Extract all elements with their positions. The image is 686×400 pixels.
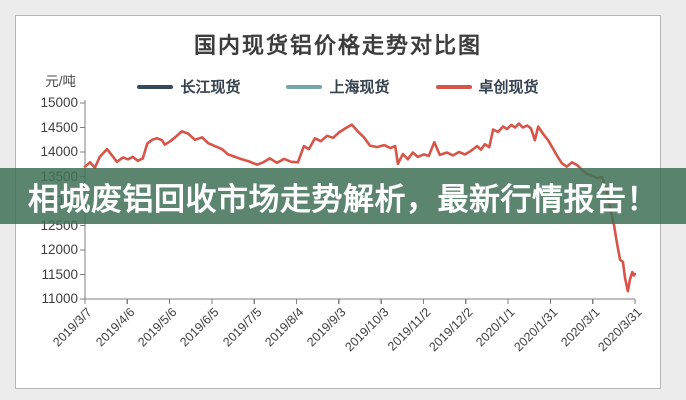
y-tick-label: 14500	[40, 119, 78, 135]
chart-legend: 长江现货 上海现货 卓创现货	[15, 76, 661, 97]
y-tick-label: 12000	[40, 242, 78, 257]
legend-item-zhuochuang: 卓创现货	[435, 76, 539, 97]
zhuochuang-line-swatch-icon	[435, 84, 472, 89]
legend-label-zhuochuang: 卓创现货	[478, 79, 539, 96]
overlay-banner: 相城废铝回收市场走势解析，最新行情报告！	[0, 168, 686, 224]
legend-item-changjiang: 长江现货	[137, 76, 240, 97]
banner-text: 相城废铝回收市场走势解析，最新行情报告！	[28, 181, 658, 217]
chart-title: 国内现货铝价格走势对比图	[193, 33, 482, 58]
legend-label-changjiang: 长江现货	[180, 79, 241, 96]
changjiang-line-swatch-icon	[137, 84, 174, 89]
y-axis-unit-label: 元/吨	[45, 74, 76, 89]
legend-item-shanghai: 上海现货	[286, 76, 390, 97]
y-tick-label: 11000	[41, 291, 78, 306]
legend-label-shanghai: 上海现货	[329, 79, 390, 96]
y-tick-label: 15000	[40, 95, 78, 110]
y-tick-label: 11500	[41, 266, 78, 282]
y-tick-label: 14000	[40, 144, 78, 159]
shanghai-line-swatch-icon	[286, 84, 323, 89]
